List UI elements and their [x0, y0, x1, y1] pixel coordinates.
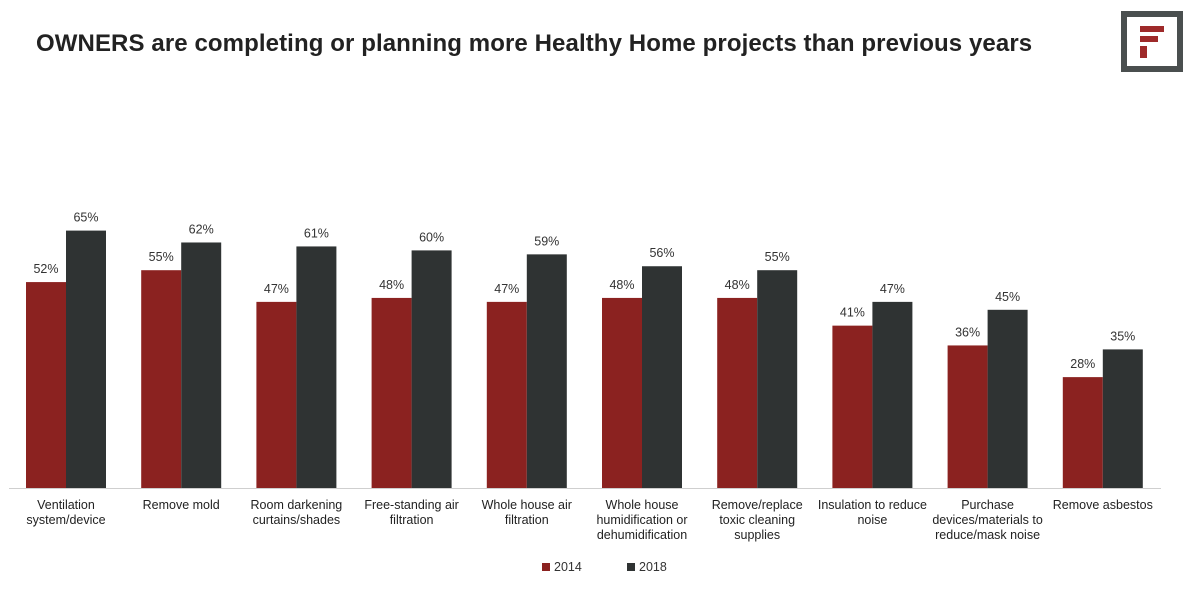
bar-2014-1	[141, 270, 182, 488]
bar-2014-2	[256, 301, 297, 488]
data-label-2014-9: 28%	[1070, 357, 1095, 371]
bar-2018-6	[757, 270, 798, 488]
data-label-2018-6: 55%	[765, 250, 790, 264]
bar-2014-5	[602, 297, 642, 488]
data-label-2018-7: 47%	[880, 282, 905, 296]
data-label-2018-0: 65%	[73, 211, 98, 225]
data-label-2014-3: 48%	[379, 278, 404, 292]
data-label-2018-1: 62%	[189, 222, 214, 236]
legend-label-2014: 2014	[554, 560, 582, 574]
bar-2018-5	[642, 266, 682, 488]
legend-label-2018: 2018	[639, 560, 667, 574]
bar-2014-7	[832, 325, 873, 488]
data-label-2014-8: 36%	[955, 325, 980, 339]
data-label-2014-7: 41%	[840, 306, 865, 320]
data-label-2014-4: 47%	[494, 282, 519, 296]
data-label-2014-6: 48%	[725, 278, 750, 292]
data-label-2018-9: 35%	[1110, 329, 1135, 343]
data-label-2014-5: 48%	[609, 278, 634, 292]
category-label-9: Remove asbestos	[1053, 498, 1153, 512]
category-label-8: Purchase devices/materials to reduce/mask …	[932, 498, 1043, 542]
bar-2018-2	[296, 246, 337, 488]
bar-2014-0	[26, 282, 66, 488]
category-label-5: Whole house humidification or dehumidifica…	[596, 498, 687, 542]
page-title: OWNERS are completing or planning more H…	[36, 30, 1033, 57]
bar-2014-9	[1062, 377, 1103, 488]
bar-2018-3	[411, 250, 452, 488]
category-label-6: Remove/replace toxic cleaning supplies	[712, 498, 803, 542]
bar-2018-4	[526, 254, 567, 488]
data-label-2018-3: 60%	[419, 230, 444, 244]
category-label-4: Whole house air filtration	[482, 498, 572, 527]
data-label-2014-0: 52%	[33, 262, 58, 276]
data-label-2018-8: 45%	[995, 290, 1020, 304]
category-label-2: Room darkening curtains/shades	[251, 498, 343, 527]
bar-2014-8	[947, 345, 988, 488]
category-label-0: Ventilation system/device	[26, 498, 105, 527]
bar-2014-6	[717, 297, 758, 488]
bar-2018-7	[872, 301, 913, 488]
data-label-2018-4: 59%	[534, 234, 559, 248]
bar-2014-4	[486, 301, 527, 488]
data-label-2018-2: 61%	[304, 226, 329, 240]
bar-2018-8	[987, 309, 1028, 488]
data-label-2018-5: 56%	[649, 246, 674, 260]
bar-2014-3	[371, 297, 412, 488]
legend-swatch-2014	[542, 563, 550, 571]
category-label-7: Insulation to reduce noise	[818, 498, 927, 527]
data-label-2014-1: 55%	[149, 250, 174, 264]
f-brand-logo-icon	[1121, 11, 1183, 72]
bar-2018-1	[181, 242, 222, 488]
bar-2018-9	[1102, 349, 1143, 488]
data-label-2014-2: 47%	[264, 282, 289, 296]
legend-swatch-2018	[627, 563, 635, 571]
category-label-3: Free-standing air filtration	[364, 498, 459, 527]
category-label-1: Remove mold	[143, 498, 220, 512]
bar-2018-0	[66, 230, 106, 488]
